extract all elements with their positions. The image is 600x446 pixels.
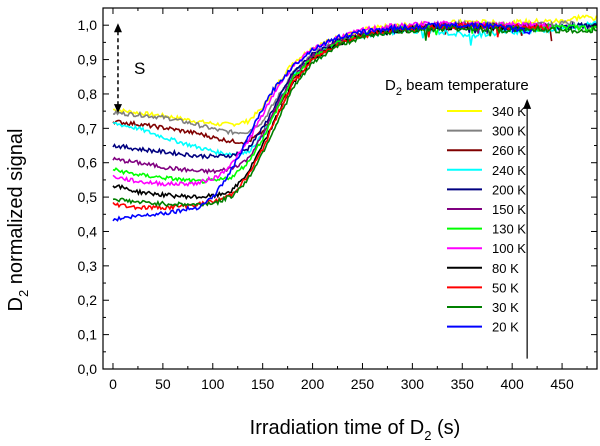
- legend-label: 100 K: [492, 241, 526, 256]
- x-axis-title: Irradiation time of D2 (s): [250, 417, 461, 443]
- legend-label: 20 K: [492, 320, 519, 335]
- y-axis-title: D2 normalized signal: [5, 129, 31, 312]
- x-tick-label: 250: [351, 376, 375, 392]
- plot-frame: [102, 7, 598, 370]
- s-arrow-head-top: [113, 23, 122, 33]
- legend-entries: 340 K 300 K 260 K 240 K 200 K 150 K 130 K 100 K…: [447, 104, 526, 335]
- y-tick-label: 0,7: [78, 120, 98, 136]
- y-tick-label: 0,9: [78, 52, 98, 68]
- series-line-20k: [112, 20, 533, 222]
- y-tick-label: 0,5: [78, 189, 98, 205]
- legend-label: 260 K: [492, 143, 526, 158]
- x-tick-label: 400: [500, 376, 524, 392]
- legend-label: 80 K: [492, 261, 519, 276]
- s-arrow-head-bottom: [113, 104, 122, 114]
- temperature-arrow-head: [523, 98, 532, 109]
- legend-label: 200 K: [492, 182, 526, 197]
- legend-label: 30 K: [492, 300, 519, 315]
- x-tick-label: 0: [109, 376, 117, 392]
- x-tick-label: 50: [155, 376, 171, 392]
- y-tick-label: 0,1: [78, 327, 98, 343]
- y-tick-label: 1,0: [78, 17, 98, 33]
- y-tick-label: 0,8: [78, 86, 98, 102]
- legend-label: 340 K: [492, 104, 526, 119]
- x-tick-label: 300: [401, 376, 425, 392]
- annotation-layer: S: [113, 23, 145, 114]
- legend-title: D2 beam temperature: [385, 77, 529, 98]
- series-layer: [112, 13, 597, 222]
- y-tick-label: 0,0: [78, 361, 98, 377]
- x-tick-label: 100: [201, 376, 225, 392]
- legend-label: 300 K: [492, 124, 526, 139]
- legend-label: 50 K: [492, 280, 519, 295]
- legend-label: 240 K: [492, 163, 526, 178]
- series-line-30k: [112, 24, 597, 208]
- s-annotation-label: S: [134, 59, 145, 78]
- legend-label: 130 K: [492, 222, 526, 237]
- x-tick-label: 150: [251, 376, 275, 392]
- ticks-layer: 0 50 100 150 200 250 300 350 400 450 0,0 0,1 0,2 0,3 0…: [78, 7, 597, 392]
- x-tick-label: 450: [550, 376, 574, 392]
- y-tick-label: 0,6: [78, 155, 98, 171]
- series-line-150k: [112, 21, 553, 175]
- y-tick-label: 0,4: [78, 223, 98, 239]
- y-tick-label: 0,2: [78, 292, 98, 308]
- legend: D2 beam temperature 340 K 300 K 260 K 240 K…: [385, 77, 532, 359]
- x-tick-label: 350: [451, 376, 475, 392]
- x-tick-label: 200: [301, 376, 325, 392]
- y-tick-label: 0,3: [78, 258, 98, 274]
- legend-label: 150 K: [492, 202, 526, 217]
